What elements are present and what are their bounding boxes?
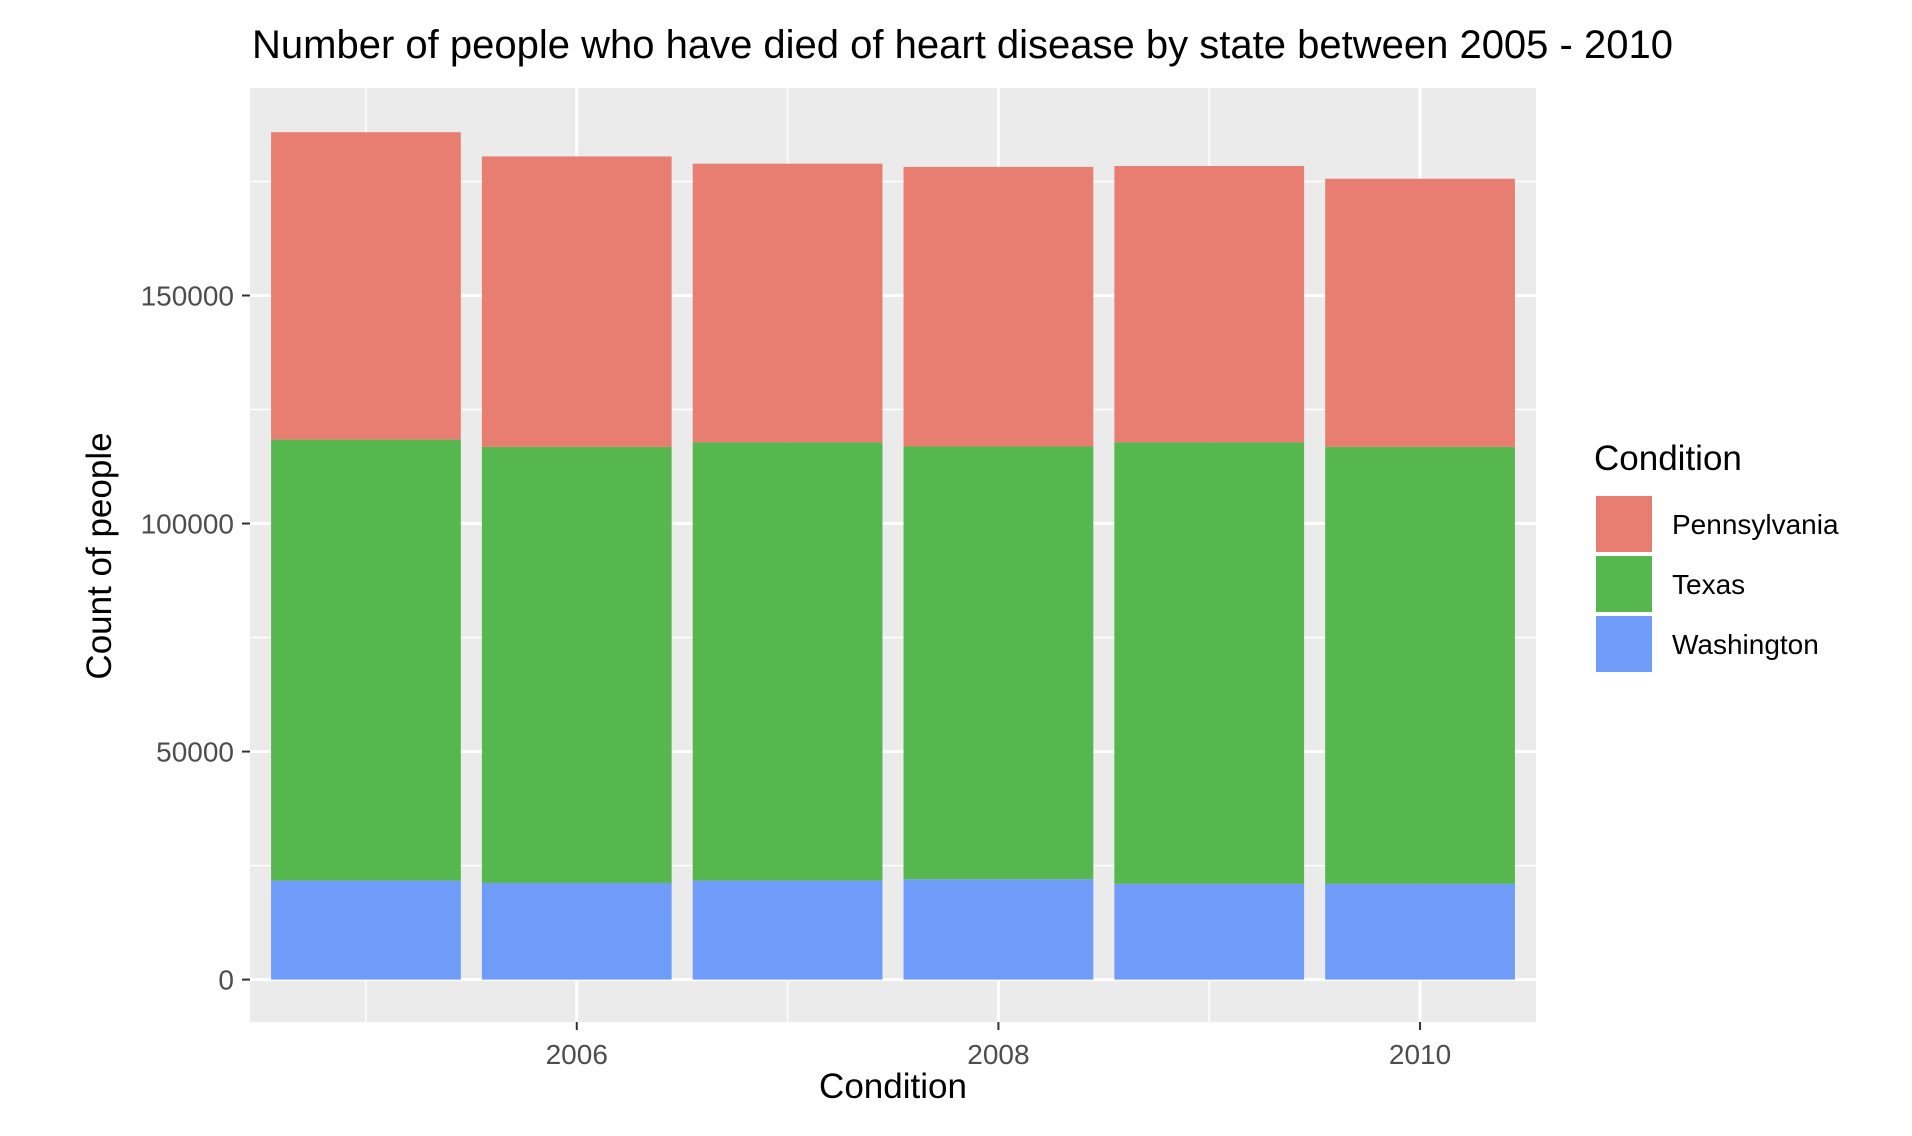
legend-label-washington: Washington <box>1672 629 1819 660</box>
x-tick-label: 2006 <box>546 1039 608 1070</box>
bar-texas-2007 <box>692 442 883 881</box>
bar-washington-2010 <box>1325 883 1515 980</box>
x-tick-label: 2010 <box>1389 1039 1451 1070</box>
legend-items: Pennsylvania Texas Washington <box>1596 496 1839 672</box>
bar-pennsylvania-2006 <box>481 156 672 447</box>
bar-washington-2008 <box>903 879 1094 980</box>
x-axis: 2006 2008 2010 <box>546 1022 1451 1070</box>
bar-texas-2008 <box>903 446 1094 880</box>
bar-pennsylvania-2010 <box>1325 178 1515 447</box>
bar-texas-2009 <box>1114 442 1305 884</box>
bar-pennsylvania-2009 <box>1114 165 1305 443</box>
bar-washington-2005 <box>271 880 461 980</box>
x-tick-label: 2008 <box>967 1039 1029 1070</box>
legend-label-pennsylvania: Pennsylvania <box>1672 509 1839 540</box>
legend-key-pennsylvania <box>1596 496 1652 552</box>
bar-texas-2006 <box>481 446 672 883</box>
bar-washington-2006 <box>481 882 672 980</box>
chart-title: Number of people who have died of heart … <box>252 23 1673 67</box>
plot-background <box>250 88 1536 1022</box>
bar-pennsylvania-2005 <box>271 132 461 440</box>
y-axis: 0 50000 100000 150000 <box>141 281 250 996</box>
bar-washington-2009 <box>1114 883 1305 980</box>
y-tick-label: 50000 <box>156 737 234 768</box>
x-axis-title: Condition <box>819 1067 967 1106</box>
y-tick-label: 100000 <box>141 509 234 540</box>
y-axis-title: Count of people <box>80 432 119 679</box>
legend-title: Condition <box>1594 439 1742 478</box>
legend-label-texas: Texas <box>1672 569 1745 600</box>
legend-key-washington <box>1596 616 1652 672</box>
y-tick-label: 0 <box>218 965 234 996</box>
stacked-bars <box>271 132 1515 980</box>
y-tick-label: 150000 <box>141 281 234 312</box>
bar-texas-2010 <box>1325 446 1515 884</box>
bar-texas-2005 <box>271 439 461 881</box>
bar-washington-2007 <box>692 880 883 980</box>
plot-panel <box>250 88 1536 1022</box>
bar-pennsylvania-2007 <box>692 163 883 443</box>
legend: Condition Pennsylvania Texas Washington <box>1594 439 1839 672</box>
bar-pennsylvania-2008 <box>903 166 1094 447</box>
legend-key-texas <box>1596 556 1652 612</box>
